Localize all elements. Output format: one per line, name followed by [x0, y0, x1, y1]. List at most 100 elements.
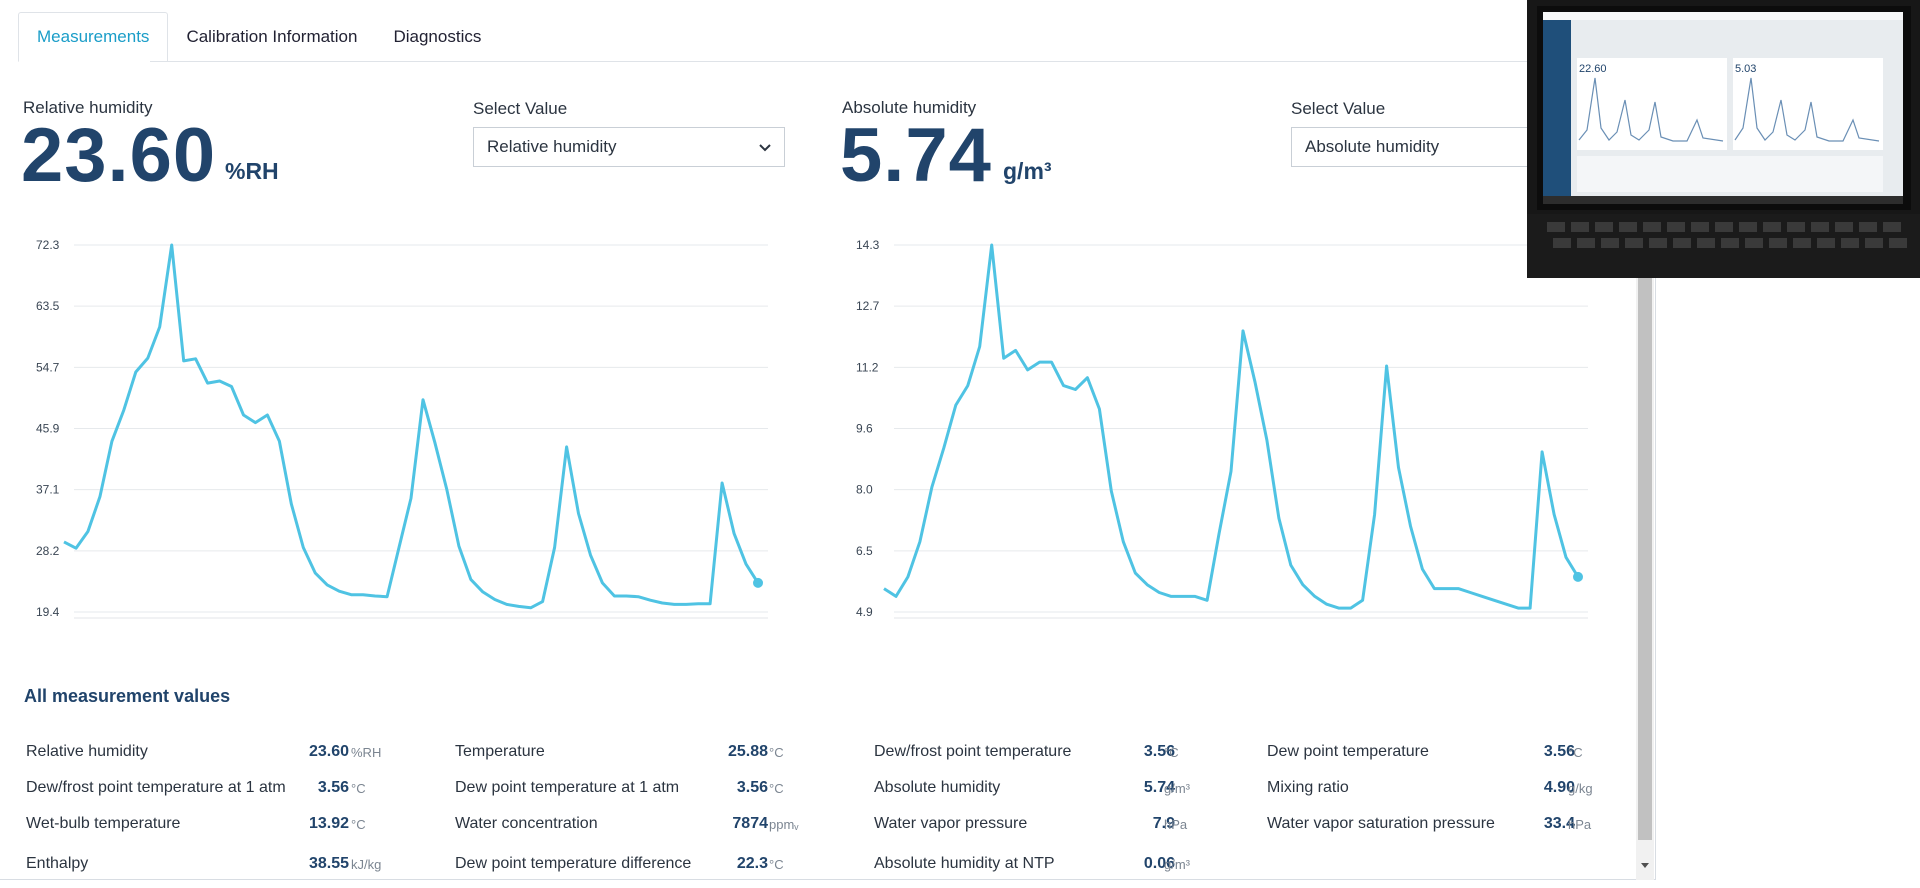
measurement-value: 3.56 — [317, 779, 349, 796]
measurement-label: Dew point temperature difference — [455, 855, 692, 872]
webcam-inset: 22.60 5.03 — [1527, 0, 1920, 278]
measurement-value: 13.92 — [308, 815, 349, 832]
inset-left-value: 22.60 — [1579, 63, 1607, 75]
measurement-value: 25.88 — [727, 743, 768, 760]
measurement-label: Dew point temperature — [1267, 743, 1429, 760]
scrollbar-thumb[interactable] — [1638, 260, 1652, 840]
y-tick-label: 9.6 — [856, 422, 873, 436]
measurement-value: 7874 — [732, 815, 768, 832]
measurement-unit: kJ/kg — [351, 857, 382, 872]
measurement-unit: g/m³ — [1164, 781, 1190, 796]
y-tick-label: 14.3 — [856, 238, 880, 252]
left-select-text: Relative humidity — [487, 137, 617, 156]
measurement-label: Water vapor pressure — [874, 815, 1028, 832]
y-tick-label: 6.5 — [856, 544, 873, 558]
y-tick-label: 28.2 — [36, 544, 60, 558]
measurement-value: 5.74 — [1143, 779, 1175, 796]
x-tick-label: 1:29:28 PM — [279, 653, 340, 655]
measurement-value: 7.9 — [1152, 815, 1175, 832]
y-tick-label: 72.3 — [36, 238, 60, 252]
x-tick-label: 1:27:50 PM — [38, 653, 99, 655]
right-select-value-dropdown[interactable]: Absolute humidity — [1291, 127, 1531, 167]
scroll-down-arrow-icon[interactable] — [1640, 860, 1650, 870]
measurement-unit: °C — [351, 817, 366, 832]
measurement-value: 4.90 — [1543, 779, 1575, 796]
measurement-value: 22.3 — [736, 855, 768, 872]
left-big-value: 23.60 — [21, 113, 217, 198]
y-tick-label: 45.9 — [36, 422, 60, 436]
y-tick-label: 12.7 — [856, 299, 880, 313]
measurement-label: Temperature — [455, 743, 545, 760]
laptop-photo: 22.60 5.03 — [1527, 0, 1920, 278]
all-measurement-values-heading: All measurement values — [24, 686, 231, 706]
tab-divider — [150, 61, 1636, 62]
right-big-unit: g/m³ — [1003, 158, 1052, 184]
tab-bar: Measurements Calibration Information Dia… — [18, 12, 499, 62]
tab-calibration-information[interactable]: Calibration Information — [186, 27, 358, 46]
measurement-unit: °C — [351, 781, 366, 796]
left-value-label: Relative humidity — [23, 98, 153, 117]
measurement-label: Enthalpy — [26, 855, 89, 872]
measurement-label: Dew/frost point temperature — [874, 743, 1072, 760]
measurement-unit: g/kg — [1568, 781, 1593, 796]
measurement-label: Water vapor saturation pressure — [1267, 815, 1495, 832]
series-line — [883, 243, 1580, 610]
y-tick-label: 37.1 — [36, 483, 60, 497]
x-tick-label: 1:28:39 PM — [978, 653, 1039, 655]
measurement-value: 3.56 — [1543, 743, 1575, 760]
measurement-value: 3.56 — [1143, 743, 1175, 760]
measurement-unit: °C — [769, 781, 784, 796]
measurement-unit: hPa — [1568, 817, 1592, 832]
x-tick-label: 1:31:06 PM — [519, 653, 580, 655]
x-tick-label: 1:32:45 PM — [760, 653, 790, 655]
measurement-label: Water concentration — [455, 815, 598, 832]
y-tick-label: 63.5 — [36, 299, 60, 313]
measurement-unit: °C — [1568, 745, 1583, 760]
measurement-value: 23.60 — [308, 743, 349, 760]
right-select-text: Absolute humidity — [1305, 137, 1440, 156]
measurement-value: 33.4 — [1543, 815, 1575, 832]
x-tick-label: 1:32:45 PM — [1580, 653, 1610, 655]
left-select-label: Select Value — [473, 99, 568, 118]
left-big-unit: %RH — [225, 158, 279, 184]
measurement-unit: hPa — [1164, 817, 1188, 832]
measurement-unit: g/m³ — [1164, 857, 1190, 872]
scrollbar[interactable] — [1636, 260, 1654, 880]
measurement-value: 0.06 — [1143, 855, 1175, 872]
measurement-value: 38.55 — [308, 855, 349, 872]
measurement-label: Absolute humidity — [874, 779, 1001, 796]
x-tick-label: 1:31:06 PM — [1339, 653, 1400, 655]
x-tick-label: 1:27:50 PM — [858, 653, 919, 655]
x-tick-label: 1:30:17 PM — [399, 653, 460, 655]
series-line — [63, 243, 760, 610]
measurement-label: Dew/frost point temperature at 1 atm — [26, 779, 286, 796]
measurement-unit: °C — [769, 857, 784, 872]
measurement-label: Relative humidity — [26, 743, 148, 760]
inset-right-value: 5.03 — [1735, 63, 1756, 75]
latest-point — [753, 577, 763, 588]
tab-diagnostics[interactable]: Diagnostics — [393, 27, 482, 46]
y-tick-label: 19.4 — [36, 605, 60, 619]
left-select-value-dropdown[interactable]: Relative humidity — [473, 127, 785, 167]
y-tick-label: 8.0 — [856, 483, 873, 497]
measurement-label: Dew point temperature at 1 atm — [455, 779, 680, 796]
y-tick-label: 4.9 — [856, 605, 873, 619]
measurement-unit: °C — [769, 745, 784, 760]
measurement-label: Absolute humidity at NTP — [874, 855, 1055, 872]
y-tick-label: 11.2 — [856, 360, 879, 374]
latest-point — [1573, 571, 1583, 582]
x-tick-label: 1:31:55 PM — [1460, 653, 1521, 655]
measurement-label: Wet-bulb temperature — [26, 815, 181, 832]
absolute-humidity-chart: 14.3 12.7 11.2 9.6 8.0 6.5 4.9 1:27:50 PM 1:28:3… — [856, 238, 1610, 655]
right-select-label: Select Value — [1291, 99, 1386, 118]
measurement-label: Mixing ratio — [1267, 779, 1349, 796]
x-tick-label: 1:30:17 PM — [1219, 653, 1280, 655]
measurements-panel: Measurements Calibration Information Dia… — [0, 0, 1656, 880]
tab-measurements[interactable]: Measurements — [18, 12, 169, 62]
measurement-unit: ppmᵥ — [769, 817, 799, 832]
chevron-down-icon — [759, 144, 771, 152]
x-tick-label: 1:29:28 PM — [1099, 653, 1160, 655]
right-value-label: Absolute humidity — [842, 98, 977, 117]
relative-humidity-chart: 72.3 63.5 54.7 45.9 37.1 28.2 19.4 1:27:50 PM 1:… — [36, 238, 790, 655]
